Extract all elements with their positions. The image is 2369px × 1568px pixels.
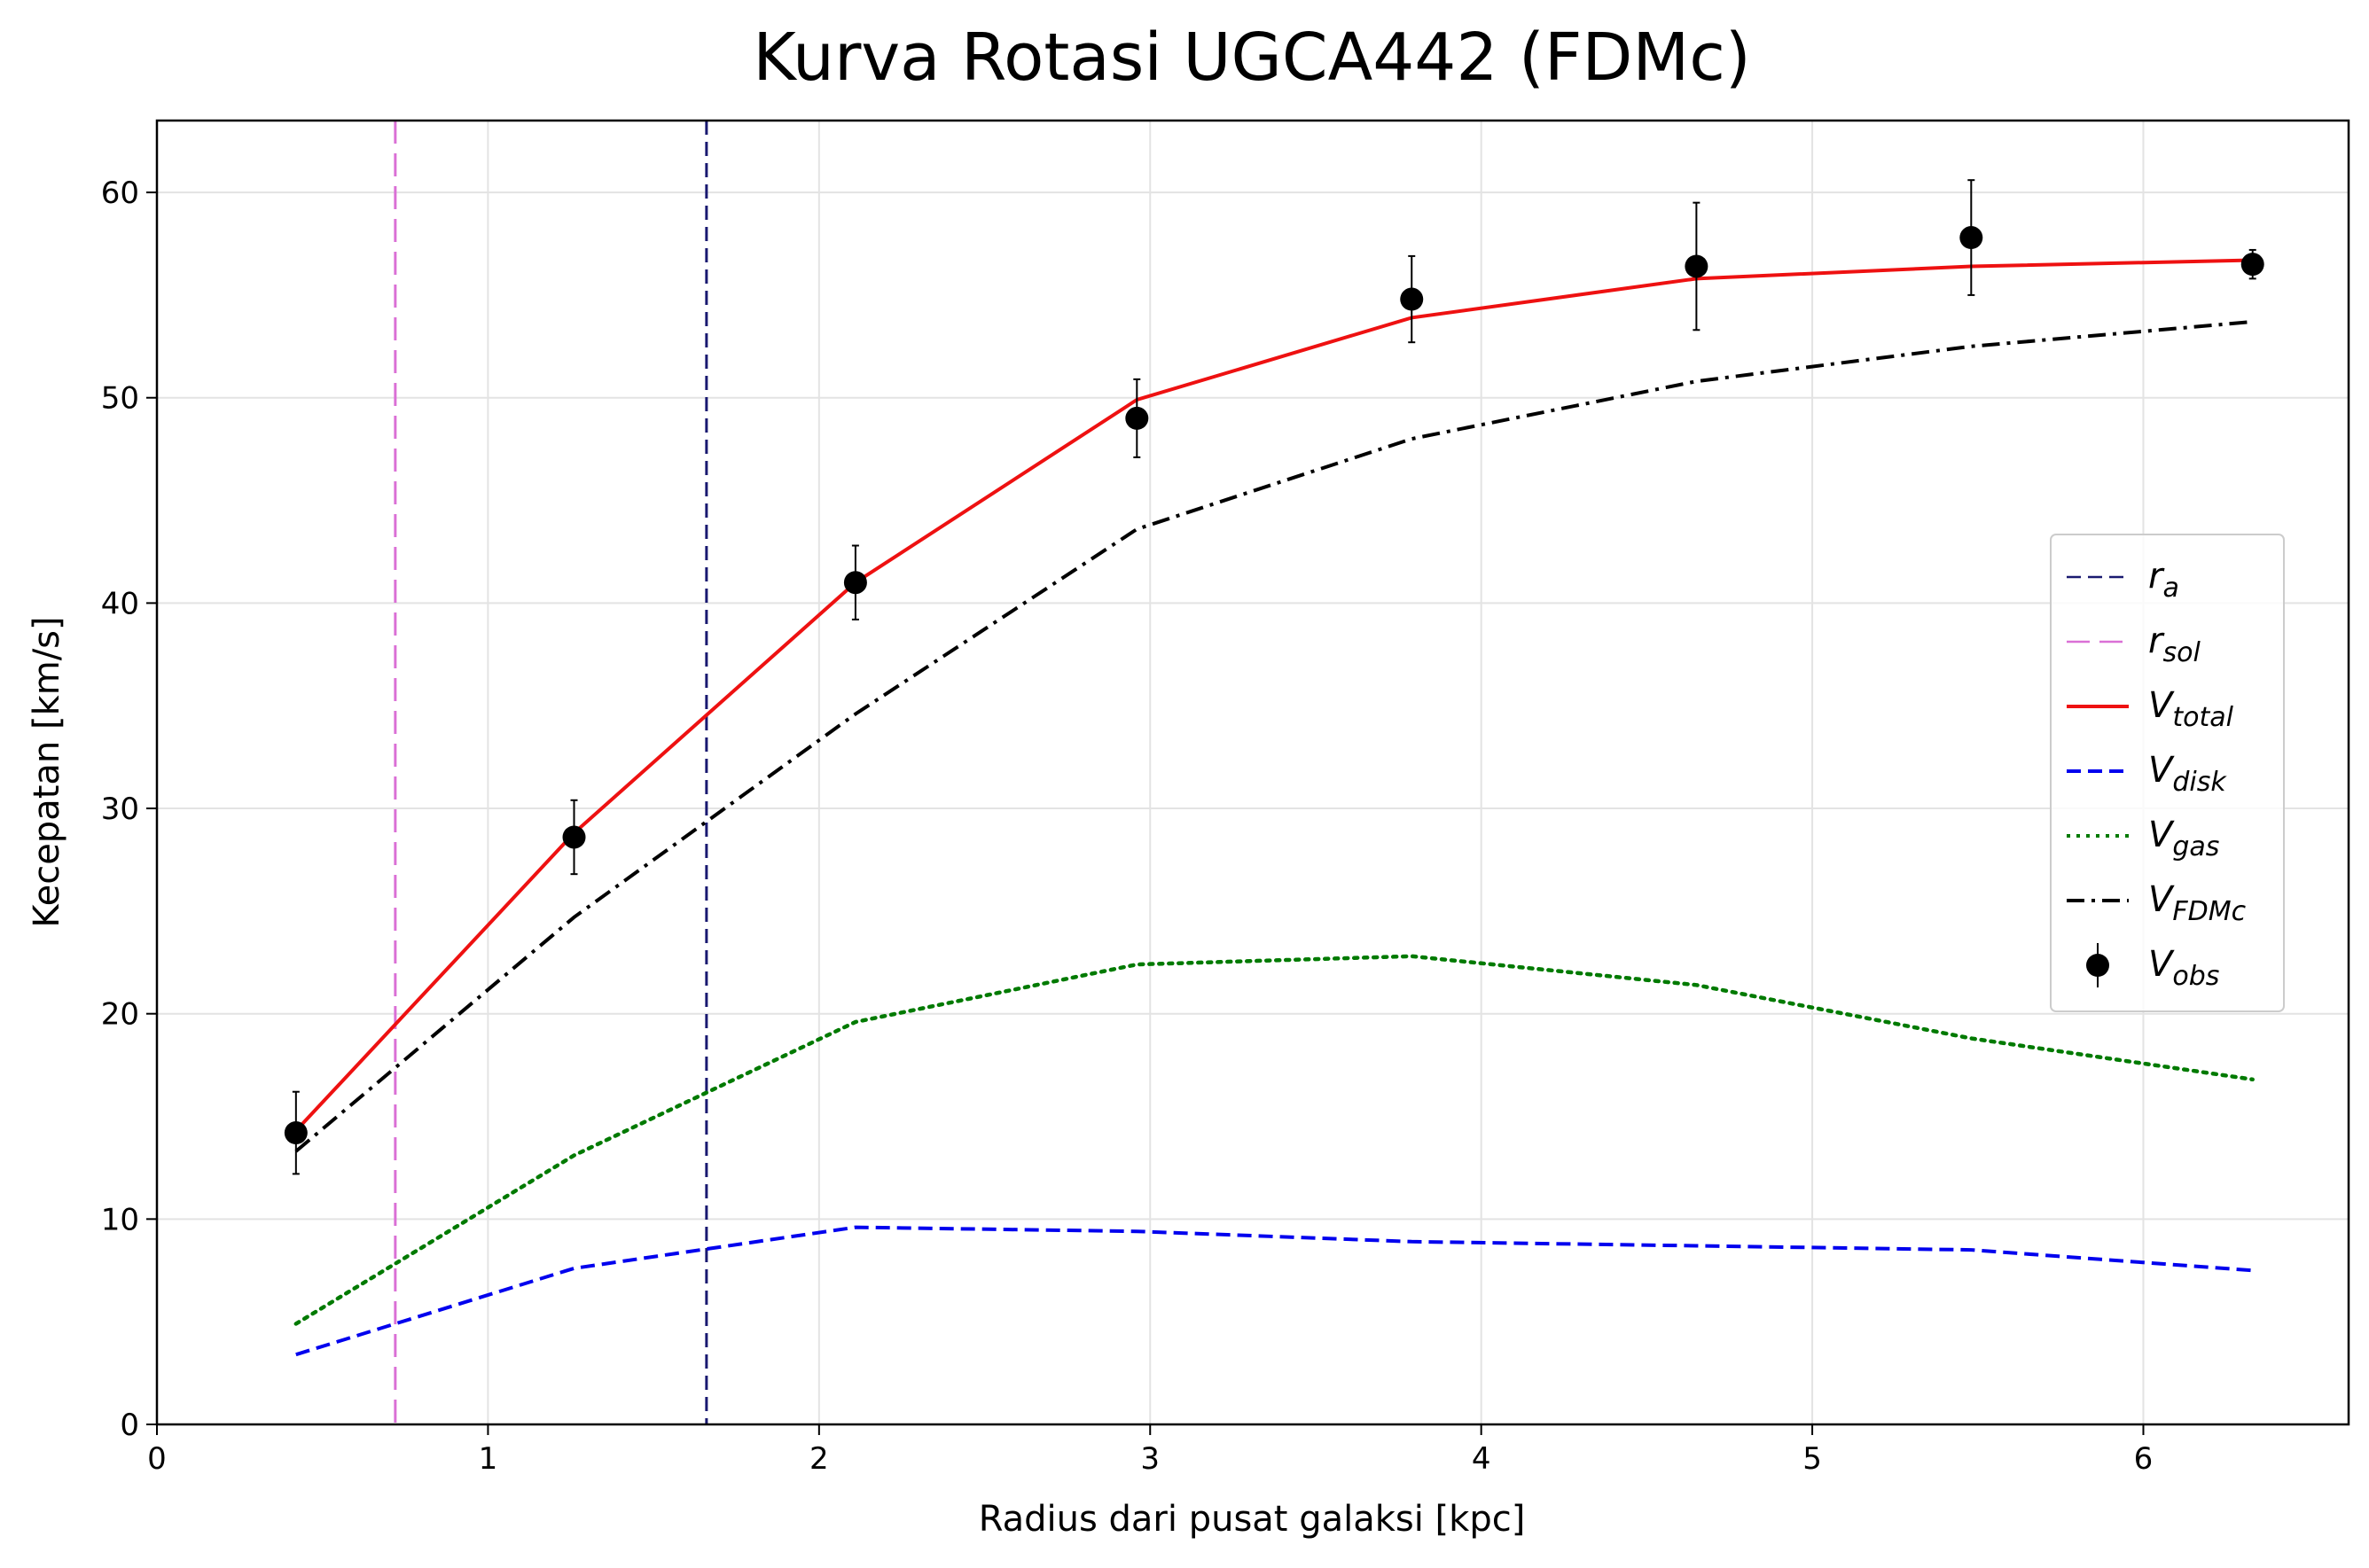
series-line-gas (293, 954, 2255, 1326)
x-tick-label: 3 (1140, 1441, 1160, 1477)
legend-swatch-obs (2086, 954, 2109, 977)
observed-points (284, 179, 2264, 1175)
legend-subscript: sol (2162, 637, 2201, 668)
x-tick-label: 6 (2134, 1441, 2154, 1477)
legend-subscript: obs (2172, 961, 2219, 992)
observed-point (2240, 253, 2264, 277)
y-tick-label: 60 (101, 176, 139, 211)
x-tick-label: 0 (147, 1441, 167, 1477)
x-tick-label: 5 (1802, 1441, 1822, 1477)
series-line-total (294, 258, 2253, 1133)
x-tick-label: 2 (809, 1441, 829, 1477)
legend-subscript: disk (2172, 767, 2227, 798)
grid-lines (156, 121, 2349, 1425)
series-line-fdmc (294, 320, 2253, 1153)
legend-label-obs: Vobs (2148, 944, 2219, 992)
legend-subscript: a (2162, 573, 2178, 604)
x-tick-label: 1 (479, 1441, 498, 1477)
y-tick-label: 50 (101, 381, 139, 417)
series-line-disk (295, 1225, 2253, 1357)
plot-frame (155, 119, 2350, 1426)
x-axis-label: Radius dari pusat galaksi [kpc] (979, 1499, 1526, 1540)
y-axis-label: Kecepatan [km/s] (27, 616, 67, 927)
legend-subscript: FDMc (2172, 896, 2246, 927)
observed-point (1959, 226, 1983, 250)
observed-point (1125, 406, 1149, 430)
observed-point (1685, 254, 1708, 278)
observed-point (284, 1121, 308, 1145)
y-tick-label: 10 (101, 1202, 139, 1237)
y-tick-label: 0 (120, 1408, 139, 1443)
legend-label-gas: Vgas (2148, 815, 2219, 862)
reference-lines (394, 121, 708, 1424)
y-tick-label: 30 (101, 792, 139, 827)
y-tick-label: 20 (101, 997, 139, 1033)
series-lines (293, 258, 2255, 1357)
observed-point (843, 571, 867, 595)
observed-point (1400, 287, 1424, 311)
observed-point (562, 825, 586, 849)
y-tick-label: 40 (101, 586, 139, 621)
legend-box (2050, 534, 2285, 1012)
x-tick-label: 4 (1472, 1441, 1491, 1477)
chart-title: Kurva Rotasi UGCA442 (FDMc) (753, 20, 1751, 96)
legend-subscript: gas (2172, 831, 2219, 862)
legend-subscript: total (2172, 702, 2233, 733)
